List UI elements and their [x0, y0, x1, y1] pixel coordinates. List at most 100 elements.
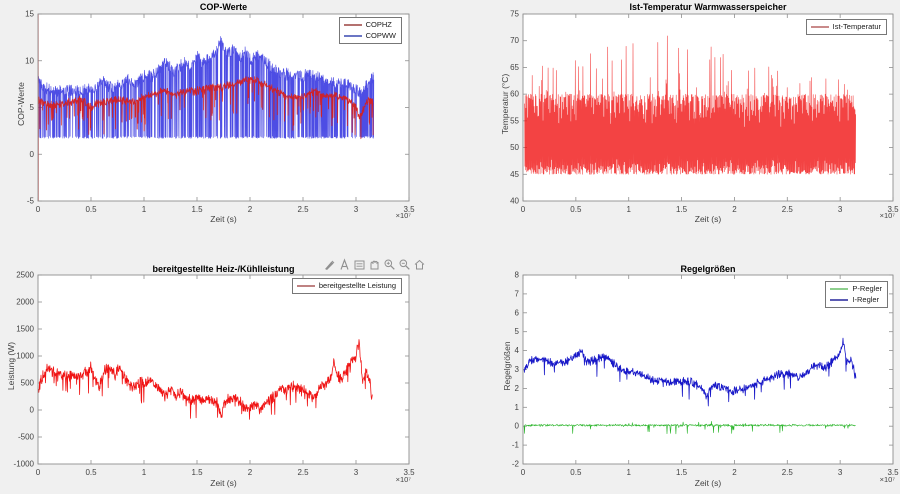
legend-item: Ist-Temperatur	[810, 22, 881, 32]
chart-title: COP-Werte	[199, 2, 248, 12]
legend-label: I-Regler	[852, 295, 880, 304]
zoom-out-icon[interactable]	[398, 258, 411, 271]
series-line-ist-temperatur	[524, 35, 857, 175]
x-tick-label: 3	[838, 205, 843, 214]
plot-area	[38, 275, 409, 464]
y-tick-label: 7	[515, 289, 520, 298]
y-tick-label: 0	[515, 422, 520, 431]
x-axis-exponent: ×10⁷	[879, 475, 895, 484]
x-tick-label: 3	[354, 468, 359, 477]
restore-view-icon[interactable]	[413, 258, 426, 271]
y-tick-label: 15	[25, 10, 34, 19]
brush-icon[interactable]	[338, 258, 351, 271]
zoom-in-icon[interactable]	[383, 258, 396, 271]
axes-box	[522, 13, 894, 202]
axes-box	[37, 13, 410, 202]
legend-label: Ist-Temperatur	[832, 22, 881, 31]
x-tick-label: 3.5	[403, 468, 415, 477]
axes-box	[522, 274, 894, 465]
y-tick-label: 1000	[16, 352, 34, 361]
x-tick-label: 0	[521, 205, 526, 214]
y-tick-label: 40	[510, 197, 519, 206]
x-tick-label: 1.5	[191, 205, 203, 214]
y-tick-label: 55	[510, 116, 519, 125]
legend[interactable]: bereitgestellte Leistung	[291, 278, 402, 294]
series-line-p-regler	[523, 421, 856, 435]
x-tick-label: 2.5	[297, 468, 309, 477]
y-tick-label: 3	[515, 365, 520, 374]
x-tick-label: 0	[521, 468, 526, 477]
y-tick-label: 5	[30, 103, 35, 112]
series-line-i-regler	[523, 337, 857, 407]
chart-title: Ist-Temperatur Warmwasserspeicher	[629, 2, 787, 12]
legend-line-swatch	[343, 35, 362, 37]
y-tick-label: -5	[27, 197, 35, 206]
legend-line-swatch	[810, 26, 829, 28]
x-tick-label: 2.5	[782, 468, 794, 477]
x-tick-label: 3	[354, 205, 359, 214]
legend-label: bereitgestellte Leistung	[318, 281, 396, 290]
legend-label: COPHZ	[365, 20, 392, 29]
x-tick-label: 3.5	[887, 468, 899, 477]
x-tick-label: 2.5	[782, 205, 794, 214]
x-tick-label: 3	[838, 468, 843, 477]
y-tick-label: 1	[515, 403, 520, 412]
regelgroessen-plot-canvas[interactable]: 0 0.5 1 1.5 2 2.5 3 3.5 -2 -1 0 1 2 3 4 5 6 7 8	[450, 247, 900, 494]
x-tick-label: 2.5	[297, 205, 309, 214]
x-tick-label: 0	[36, 205, 41, 214]
x-tick-label: 1.5	[191, 468, 203, 477]
x-axis-label: Zeit (s)	[694, 214, 722, 224]
x-tick-label: 0.5	[85, 205, 97, 214]
pan-icon[interactable]	[368, 258, 381, 271]
leistung-plot-canvas[interactable]: 0 0.5 1 1.5 2 2.5 3 3.5 -1000 -500 0 500 1000 1500 200…	[0, 247, 450, 494]
legend-item: I-Regler	[830, 295, 882, 305]
y-axis-label: COP-Werte	[16, 82, 26, 126]
x-axis-label: Zeit (s)	[694, 478, 722, 488]
y-tick-label: 10	[25, 56, 34, 65]
y-tick-label: 70	[510, 36, 519, 45]
datatips-icon[interactable]	[353, 258, 366, 271]
x-axis-label: Zeit (s)	[210, 478, 237, 488]
x-tick-label: 2	[732, 468, 737, 477]
y-tick-label: 4	[515, 346, 520, 355]
legend[interactable]: Ist-Temperatur	[805, 19, 887, 35]
y-tick-label: 65	[510, 63, 519, 72]
y-tick-label: 6	[515, 308, 520, 317]
x-tick-label: 3.5	[887, 205, 899, 214]
y-tick-label: 1500	[16, 325, 34, 334]
x-tick-label: 2	[732, 205, 737, 214]
y-tick-label: 5	[515, 327, 520, 336]
x-tick-label: 0.5	[85, 468, 97, 477]
x-tick-label: 3.5	[403, 205, 415, 214]
y-tick-label: 8	[515, 271, 520, 280]
y-tick-label: -500	[18, 433, 35, 442]
x-tick-label: 1	[626, 205, 631, 214]
axes-box	[37, 274, 410, 465]
chart-title: Regelgrößen	[680, 264, 736, 274]
legend-line-swatch	[296, 285, 315, 287]
y-tick-label: -1	[512, 441, 520, 450]
series-line-bereitgestellte-leistung	[38, 339, 373, 420]
series-line-cophz	[37, 13, 374, 202]
y-tick-label: 2000	[16, 298, 34, 307]
x-tick-label: 0.5	[570, 468, 582, 477]
x-tick-label: 0	[36, 468, 41, 477]
y-tick-label: 500	[21, 379, 35, 388]
x-axis-exponent: ×10⁷	[395, 475, 411, 484]
legend-item: COPWW	[343, 31, 396, 41]
x-axis-exponent: ×10⁷	[879, 211, 895, 220]
x-tick-label: 2	[248, 468, 253, 477]
export-icon[interactable]	[323, 258, 336, 271]
x-tick-label: 1	[626, 468, 631, 477]
subplot-regelgroessen: 0 0.5 1 1.5 2 2.5 3 3.5 -2 -1 0 1 2 3 4 5 6 7 8 Regelgröße…	[450, 247, 900, 494]
legend[interactable]: COPHZ COPWW	[338, 17, 402, 44]
legend-line-swatch	[830, 299, 849, 301]
subplot-cop-werte: 0 0.5 1 1.5 2 2.5 3 3.5 -5 0 5 10 15 COP-Werte COP-W…	[0, 0, 450, 247]
y-tick-label: 2	[515, 384, 520, 393]
y-tick-label: 2500	[16, 271, 34, 280]
y-axis-label: Temperatur (°C)	[500, 73, 510, 135]
legend[interactable]: P-Regler I-Regler	[825, 281, 888, 308]
ist-temperatur-plot-canvas[interactable]: 0 0.5 1 1.5 2 2.5 3 3.5 40 45 50 55 60 65 70 75	[450, 0, 900, 247]
y-tick-label: 45	[510, 170, 519, 179]
